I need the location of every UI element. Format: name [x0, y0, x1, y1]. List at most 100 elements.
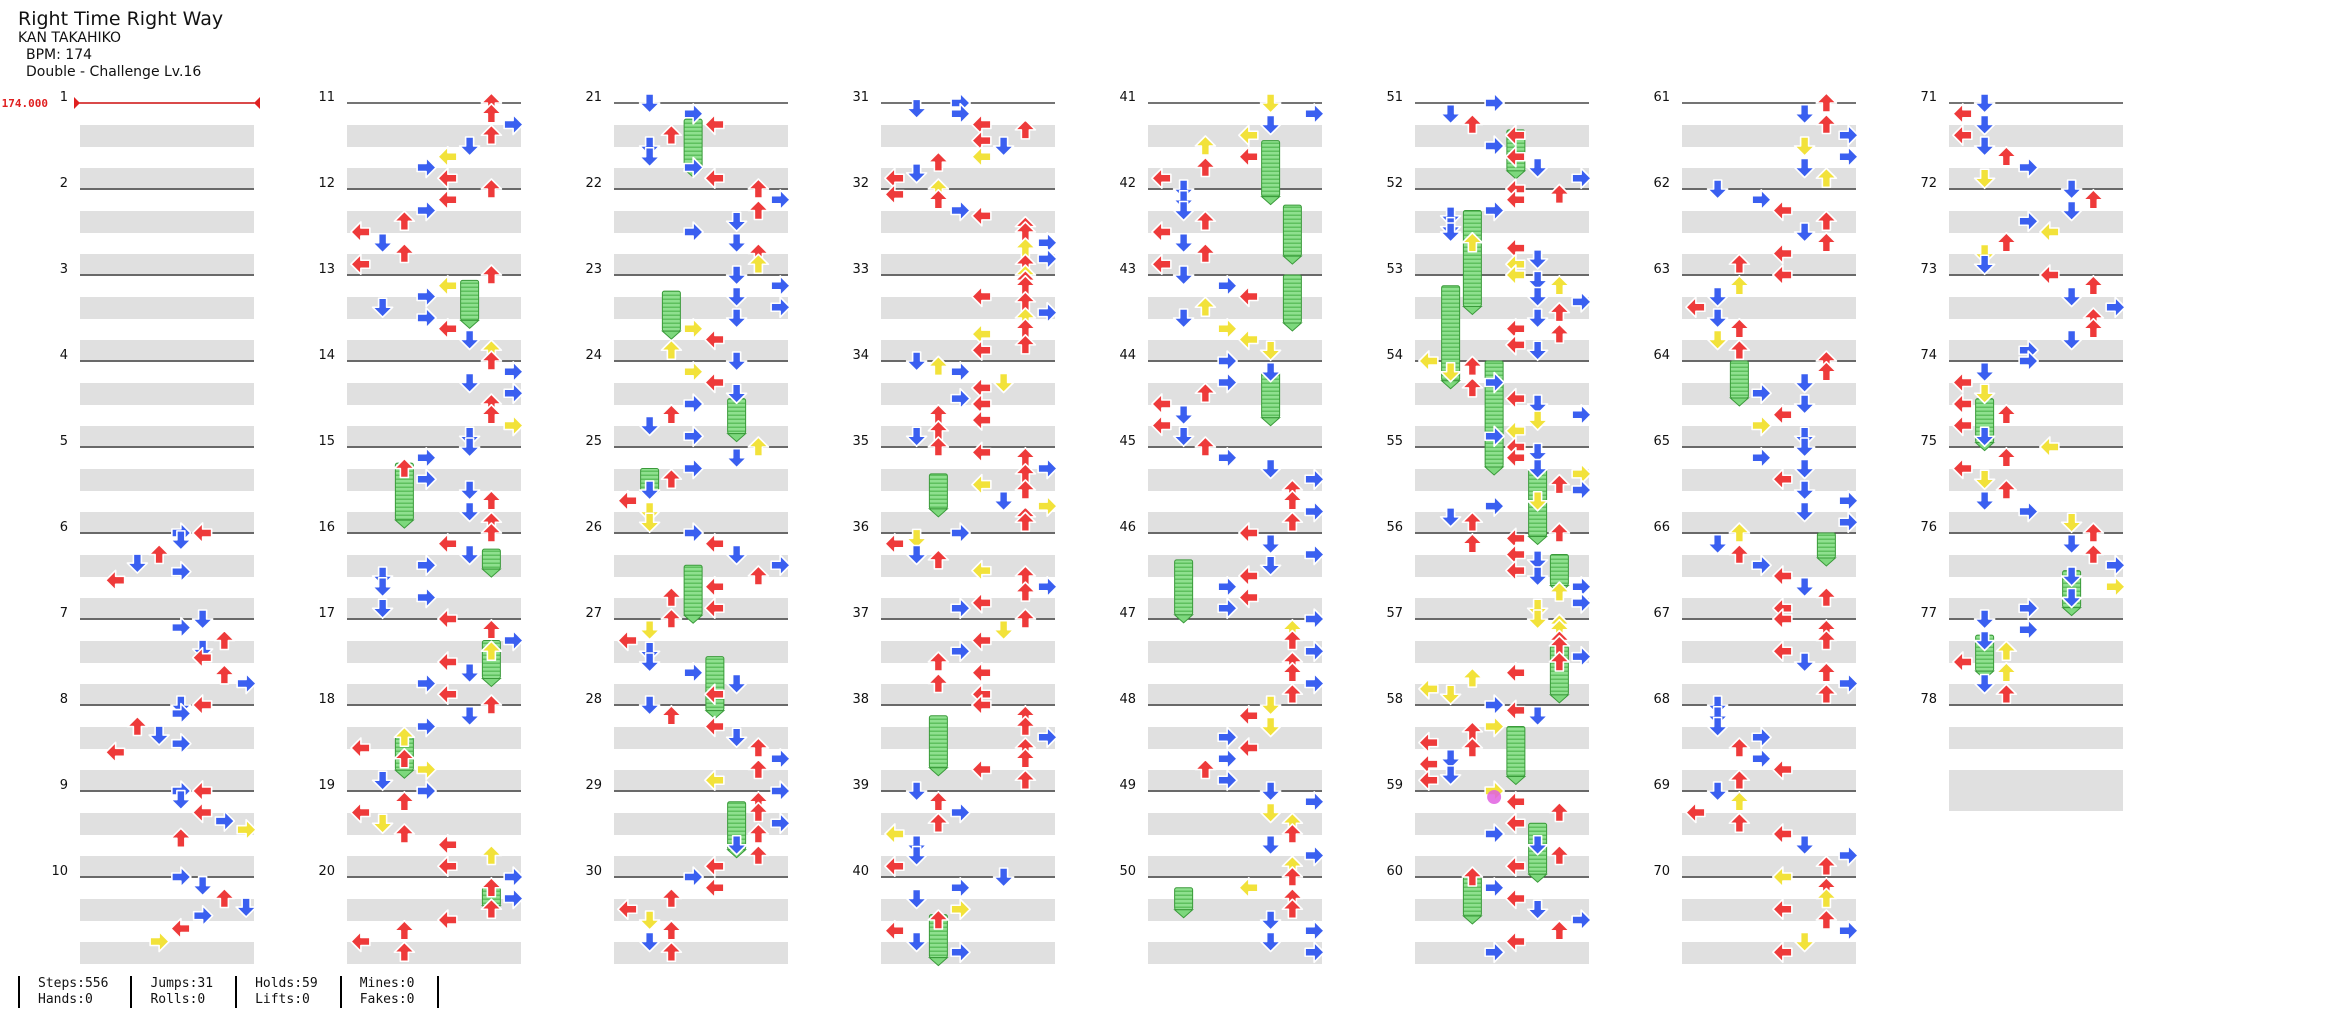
step-arrow: [1526, 308, 1549, 329]
step-arrow: [1728, 790, 1751, 812]
step-arrow: [1259, 114, 1282, 136]
step-arrow: [1952, 393, 1973, 415]
step-arrow: [927, 812, 950, 834]
arrow-shape: [416, 554, 437, 577]
arrow-shape: [350, 253, 371, 276]
beat-stripe: [347, 684, 521, 706]
step-arrow: [1484, 715, 1505, 738]
arrow-shape: [480, 618, 503, 640]
stats-footer: Steps:556 Hands:0 Jumps:31 Rolls:0 Holds…: [18, 976, 439, 1008]
arrow-shape: [2060, 200, 2083, 222]
arrow-shape: [725, 351, 748, 372]
beat-stripe: [347, 426, 521, 448]
step-arrow: [884, 919, 905, 942]
step-arrow: [350, 801, 371, 824]
arrow-shape: [1952, 651, 1973, 673]
hold-tail: [1462, 306, 1483, 316]
step-arrow: [1838, 844, 1859, 867]
step-arrow: [1571, 645, 1592, 668]
step-arrow: [1259, 458, 1282, 480]
measure-number: 70: [1653, 864, 1670, 879]
step-arrow: [1461, 355, 1484, 377]
step-arrow: [1037, 301, 1058, 324]
step-arrow: [1281, 511, 1304, 533]
step-arrow: [1815, 92, 1838, 113]
hold-note: [1549, 554, 1569, 586]
arrow-shape: [1526, 598, 1549, 620]
step-arrow: [1505, 124, 1526, 147]
arrow-shape: [416, 446, 437, 469]
arrow-shape: [1037, 457, 1058, 480]
beat-stripe: [80, 813, 254, 835]
arrow-shape: [1793, 394, 1816, 415]
arrow-shape: [350, 930, 371, 953]
step-arrow: [1151, 253, 1172, 276]
arrow-shape: [1418, 731, 1439, 754]
step-arrow: [1815, 887, 1838, 909]
step-arrow: [950, 102, 971, 125]
step-arrow: [416, 285, 437, 308]
step-arrow: [704, 597, 725, 620]
step-arrow: [950, 360, 971, 383]
arrow-shape: [503, 113, 524, 136]
arrow-shape: [971, 339, 992, 362]
step-arrow: [1751, 747, 1772, 770]
arrow-shape: [2082, 317, 2105, 339]
step-arrow: [2039, 436, 2060, 458]
step-arrow: [1793, 437, 1816, 458]
arrow-shape: [683, 522, 704, 544]
step-arrow: [2060, 179, 2083, 200]
arrow-shape: [437, 683, 458, 706]
step-arrow: [927, 151, 950, 172]
step-arrow: [1706, 179, 1729, 200]
arrow-shape: [148, 725, 170, 746]
arrow-shape: [971, 409, 992, 431]
step-arrow: [1838, 489, 1859, 512]
step-arrow: [480, 876, 503, 898]
step-arrow: [1259, 340, 1282, 362]
step-arrow: [350, 221, 371, 243]
step-arrow: [2060, 512, 2083, 534]
arrow-shape: [1172, 179, 1195, 200]
arrow-shape: [1461, 866, 1484, 887]
step-arrow: [2082, 543, 2105, 565]
step-arrow: [1259, 910, 1282, 931]
arrow-shape: [1548, 919, 1571, 941]
step-arrow: [1995, 145, 2018, 167]
step-arrow: [1439, 748, 1462, 770]
arrow-shape: [1952, 414, 1973, 437]
arrow-shape: [1995, 683, 2018, 705]
step-arrow: [1526, 566, 1549, 587]
arrow-shape: [683, 457, 704, 480]
arrow-shape: [2018, 597, 2039, 620]
arrow-shape: [927, 151, 950, 172]
arrow-shape: [1838, 489, 1859, 512]
step-arrow: [770, 554, 791, 577]
arrow-shape: [1815, 113, 1838, 135]
arrow-shape: [2060, 587, 2083, 609]
step-arrow: [1526, 410, 1549, 431]
arrow-shape: [747, 565, 770, 586]
step-arrow: [1439, 361, 1462, 383]
stat-mines: Mines:0: [359, 976, 415, 991]
arrow-shape: [1728, 253, 1751, 275]
arrow-shape: [1194, 156, 1217, 178]
step-arrow: [971, 694, 992, 716]
step-arrow: [1793, 394, 1816, 415]
hold-note: [481, 548, 501, 570]
beat-stripe: [614, 899, 788, 921]
arrow-shape: [992, 867, 1015, 888]
arrow-shape: [660, 586, 683, 608]
arrow-shape: [2039, 436, 2060, 458]
step-arrow: [1172, 308, 1195, 329]
arrow-shape: [1571, 291, 1592, 313]
arrow-shape: [638, 136, 661, 157]
step-arrow: [1751, 188, 1772, 211]
measure-number: 56: [1386, 520, 1403, 535]
beat-stripe: [614, 942, 788, 964]
step-arrow: [1037, 457, 1058, 480]
arrow-shape: [1815, 586, 1838, 608]
step-arrow: [1793, 576, 1816, 598]
step-arrow: [1973, 254, 1996, 276]
arrow-shape: [747, 801, 770, 823]
